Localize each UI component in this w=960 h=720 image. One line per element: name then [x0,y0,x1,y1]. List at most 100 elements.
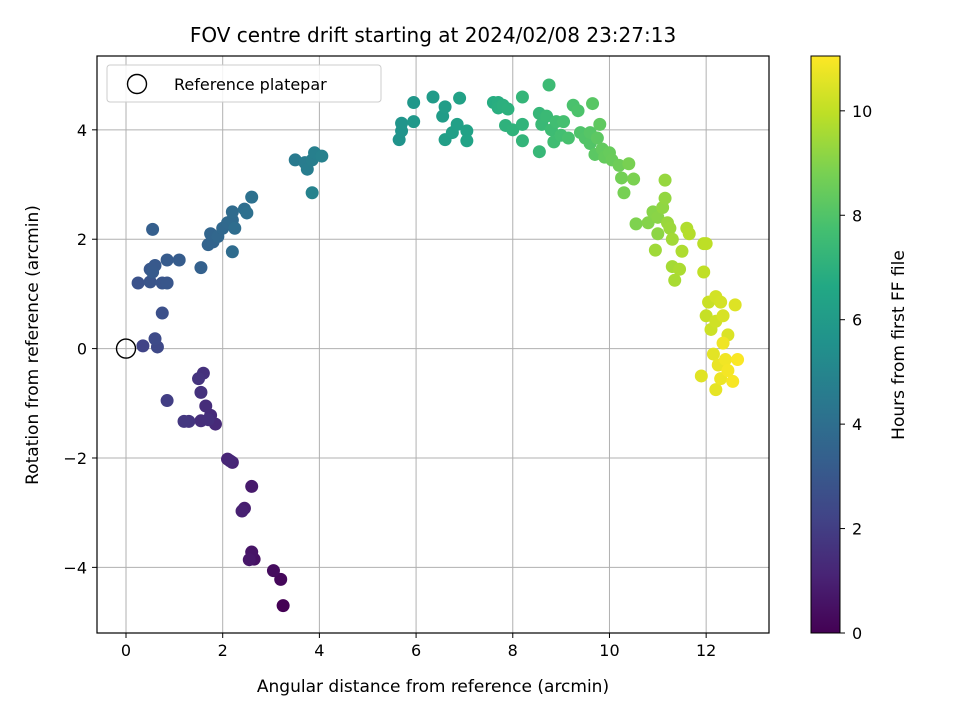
data-point [501,102,515,116]
data-point [651,210,665,224]
data-point [617,186,631,200]
data-point [228,221,242,235]
data-point [641,216,655,230]
data-points [131,78,745,613]
colorbar-tick-label: 4 [852,415,862,434]
data-point [590,131,604,145]
data-point [515,117,529,131]
data-point [460,124,474,138]
data-point [658,173,672,187]
data-point [450,117,464,131]
x-tick-label: 0 [121,641,131,660]
y-axis-label: Rotation from reference (arcmin) [23,205,43,485]
data-point [199,399,213,413]
data-point [675,244,689,258]
data-point [714,295,728,309]
data-point [426,90,440,104]
y-tick-label: 4 [77,121,87,140]
data-point [146,265,160,279]
legend-label: Reference platepar [174,75,327,94]
data-point [532,145,546,159]
data-point [172,253,186,267]
data-point [658,191,672,205]
x-tick-label: 2 [218,641,228,660]
data-point [506,123,520,137]
data-point [718,353,732,367]
data-point [706,347,720,361]
reference-point [115,338,137,359]
x-tick-label: 4 [314,641,324,660]
data-point [274,572,288,586]
data-point [699,237,713,251]
data-point [682,227,696,241]
data-point [699,309,713,323]
y-tick-label: −2 [63,449,87,468]
data-point [716,336,730,350]
data-point [192,372,206,386]
y-tick-label: −4 [63,558,87,577]
data-point [663,221,677,235]
data-point [515,134,529,148]
data-point [615,171,629,185]
data-point [146,222,160,236]
data-point [315,149,329,163]
legend-marker-icon [126,73,148,95]
data-point [586,97,600,111]
colorbar-ticks: 0 2 4 6 8 10 [840,102,872,643]
data-point [540,109,554,123]
colorbar-tick-label: 10 [852,102,872,121]
data-point [235,504,249,518]
data-point [225,205,239,219]
colorbar-tick-label: 2 [852,520,862,539]
data-point [245,190,259,204]
data-point [407,95,421,109]
data-point [453,91,467,105]
data-point [542,78,556,92]
colorbar-tick-label: 8 [852,206,862,225]
data-point [651,227,665,241]
data-point [240,206,254,220]
x-axis-label: Angular distance from reference (arcmin) [257,677,609,697]
legend: Reference platepar [106,64,382,103]
chart-title: FOV centre drift starting at 2024/02/08 … [190,23,676,47]
data-point [131,276,145,290]
data-point [648,243,662,257]
data-point [571,104,585,118]
data-point [225,245,239,259]
data-point [194,261,208,275]
data-point [629,217,643,231]
data-point [622,157,636,171]
legend-box [106,64,382,103]
data-point [201,413,215,427]
data-point [694,369,708,383]
data-point [160,394,174,408]
data-point [160,253,174,267]
reference-marker [115,338,137,359]
colorbar [810,55,841,634]
data-point [407,115,421,129]
data-point [668,273,682,287]
data-point [731,353,745,367]
data-point [709,383,723,397]
y-axis-ticks: −4 −2 0 2 4 [63,121,97,577]
y-tick-label: 0 [77,340,87,359]
data-point [276,599,290,613]
data-point [515,90,529,104]
colorbar-tick-label: 0 [852,624,862,643]
x-tick-label: 12 [696,641,716,660]
data-point [627,172,641,186]
data-point [726,374,740,388]
data-point [728,298,742,312]
plot-frame [96,55,770,634]
data-point [266,564,280,578]
data-point [697,265,711,279]
x-tick-label: 6 [411,641,421,660]
data-point [245,479,259,493]
data-point [143,275,157,289]
grid-lines [97,56,769,633]
data-point [460,134,474,148]
data-point [155,306,169,320]
data-point [665,232,679,246]
y-tick-label: 2 [77,230,87,249]
